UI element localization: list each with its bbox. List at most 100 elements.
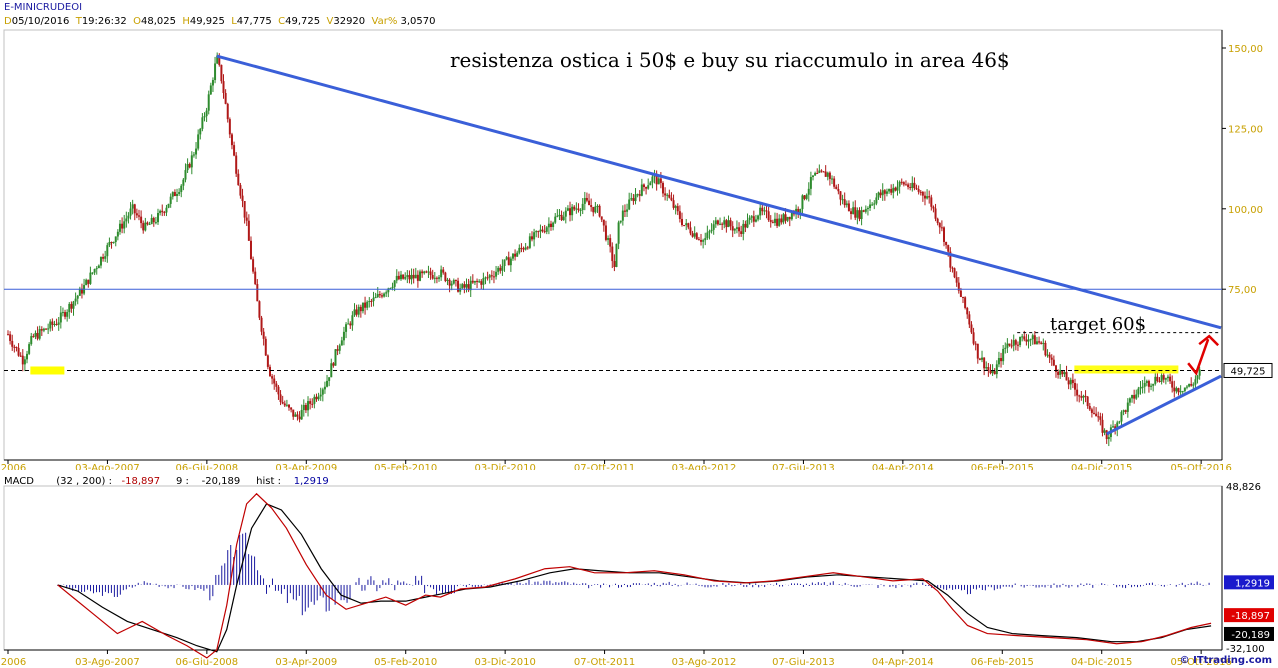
candle-body bbox=[495, 271, 498, 277]
candle-body bbox=[294, 414, 297, 417]
macd-x-tick-label: 03-Apr-2009 bbox=[275, 657, 337, 668]
candle-body bbox=[564, 210, 567, 217]
candle-body bbox=[486, 277, 489, 279]
candle-body bbox=[148, 224, 151, 226]
candle-body bbox=[376, 294, 379, 298]
candle-body bbox=[740, 231, 743, 235]
candle-body bbox=[702, 240, 705, 242]
candle-body bbox=[1097, 416, 1100, 418]
candle-body bbox=[1120, 411, 1123, 422]
candle-body bbox=[319, 394, 322, 397]
candle-body bbox=[45, 328, 48, 330]
price-x-tick-label: 06-Feb-2015 bbox=[971, 463, 1034, 470]
candle-body bbox=[598, 205, 601, 217]
candle-body bbox=[708, 231, 711, 233]
candle-body bbox=[448, 279, 451, 286]
candle-body bbox=[1141, 386, 1144, 388]
candle-body bbox=[40, 329, 43, 331]
candle-body bbox=[150, 217, 153, 225]
candle-body bbox=[182, 179, 185, 186]
candle-body bbox=[159, 210, 162, 214]
candle-body bbox=[746, 220, 749, 228]
candle-body bbox=[273, 378, 276, 384]
candle-body bbox=[683, 225, 686, 227]
hist-value-label: 1,2919 bbox=[1235, 578, 1270, 589]
candle-body bbox=[1000, 358, 1003, 362]
candle-body bbox=[875, 197, 878, 204]
candle-body bbox=[222, 81, 225, 93]
price-y-tick-label: 75,00 bbox=[1228, 285, 1257, 296]
candle-body bbox=[408, 275, 411, 280]
macd-chart: 48,826 -32,100 tt 2006 03-Ago-2007 06-Giu-20… bbox=[0, 482, 1274, 668]
candle-body bbox=[1023, 336, 1026, 340]
candle-body bbox=[205, 110, 208, 117]
candle-body bbox=[731, 226, 734, 231]
candle-body bbox=[528, 236, 531, 248]
candle-body bbox=[300, 410, 303, 420]
candle-body bbox=[1166, 376, 1169, 379]
candle-body bbox=[66, 312, 69, 317]
candle-body bbox=[704, 238, 707, 241]
candle-body bbox=[188, 164, 191, 168]
candle-body bbox=[32, 336, 35, 338]
candle-body bbox=[621, 210, 624, 221]
candle-body bbox=[11, 340, 14, 347]
price-y-tick-label: 100,00 bbox=[1228, 205, 1263, 216]
candle-body bbox=[560, 214, 563, 221]
candle-body bbox=[1158, 380, 1161, 382]
candle-body bbox=[402, 274, 405, 279]
candle-body bbox=[1103, 430, 1106, 433]
candle-body bbox=[19, 355, 22, 357]
candle-body bbox=[847, 203, 850, 212]
macd-header: MACD (32 , 200) : -18,897 9 : -20,189 hi… bbox=[4, 476, 329, 487]
candle-body bbox=[275, 383, 278, 387]
candle-body bbox=[1006, 343, 1009, 348]
candle-body bbox=[989, 370, 992, 374]
candle-body bbox=[457, 280, 460, 292]
time-key: T bbox=[75, 16, 82, 27]
candle-body bbox=[685, 223, 688, 226]
macd-params: (32 , 200) : bbox=[56, 476, 112, 487]
candle-body bbox=[609, 238, 612, 247]
candle-body bbox=[414, 274, 417, 279]
price-y-tick-label: 125,00 bbox=[1228, 124, 1263, 135]
candle-body bbox=[923, 195, 926, 199]
candle-body bbox=[647, 185, 650, 189]
candle-body bbox=[769, 220, 772, 222]
macd-x-tick-label: 06-Giu-2008 bbox=[176, 657, 239, 668]
candle-body bbox=[471, 280, 474, 283]
candle-body bbox=[626, 209, 629, 212]
candle-body bbox=[323, 386, 326, 390]
candle-body bbox=[964, 297, 967, 308]
candle-body bbox=[833, 178, 836, 187]
candle-body bbox=[490, 275, 493, 277]
candle-body bbox=[372, 297, 375, 302]
candle-body bbox=[1019, 336, 1022, 346]
highlight-right bbox=[1074, 365, 1179, 374]
candle-body bbox=[207, 94, 210, 111]
candle-body bbox=[499, 267, 502, 271]
candle-body bbox=[421, 271, 424, 274]
signal-value: -20,189 bbox=[201, 476, 241, 487]
macd-x-tick-label: 03-Dic-2010 bbox=[474, 657, 535, 668]
signal-value-box bbox=[1224, 626, 1274, 641]
high-key: H bbox=[182, 16, 190, 27]
candle-body bbox=[511, 253, 514, 259]
date-value: 05/10/2016 bbox=[11, 16, 70, 27]
candle-body bbox=[1135, 394, 1138, 399]
price-x-tick-label: 05-Ott-2016 bbox=[1170, 463, 1231, 470]
candle-body bbox=[904, 184, 907, 186]
candle-body bbox=[133, 204, 136, 214]
candle-body bbox=[615, 243, 618, 267]
candle-body bbox=[613, 261, 616, 267]
target-arrow bbox=[1187, 338, 1210, 376]
candle-body bbox=[361, 302, 364, 312]
candle-body bbox=[530, 236, 533, 240]
candle-body bbox=[1160, 375, 1163, 382]
candle-body bbox=[268, 366, 271, 377]
candle-body bbox=[220, 64, 223, 82]
candle-body bbox=[427, 271, 430, 273]
macd-value-box bbox=[1224, 608, 1274, 623]
candle-body bbox=[1188, 383, 1191, 387]
candle-body bbox=[883, 190, 886, 194]
